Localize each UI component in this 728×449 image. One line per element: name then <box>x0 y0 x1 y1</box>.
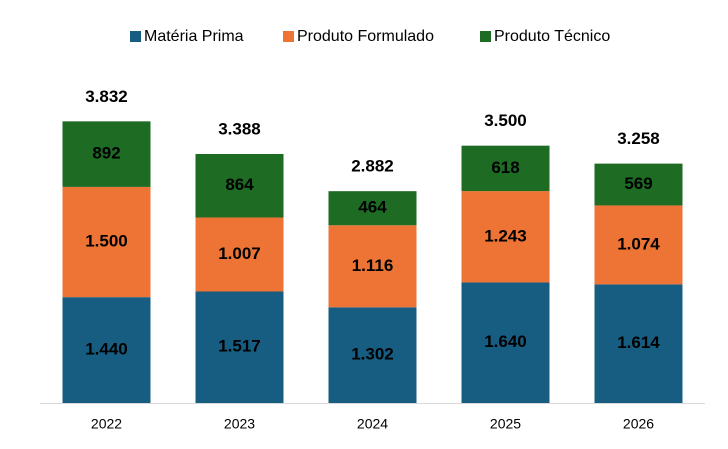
bar-segment <box>62 297 151 403</box>
total-label: 3.832 <box>85 87 128 106</box>
x-tick-label: 2026 <box>623 416 654 432</box>
value-label: 1.517 <box>218 337 261 356</box>
bar-segment <box>195 153 284 218</box>
x-tick-label: 2025 <box>490 416 521 432</box>
bar-segment <box>594 284 683 403</box>
legend-swatch <box>283 31 294 42</box>
bar-segment <box>328 191 417 226</box>
total-label: 3.258 <box>617 129 660 148</box>
bar-segment <box>461 282 550 403</box>
value-label: 1.640 <box>484 332 527 351</box>
bar-segment <box>328 307 417 403</box>
value-label: 1.074 <box>617 234 660 253</box>
x-tick-label: 2024 <box>357 416 388 432</box>
legend-swatch <box>130 31 141 42</box>
bar-segment <box>62 121 151 187</box>
x-tick-label: 2022 <box>91 416 122 432</box>
value-label: 864 <box>225 175 254 194</box>
total-label: 2.882 <box>351 157 394 176</box>
legend-label: Produto Técnico <box>494 28 610 45</box>
bar-segment <box>461 191 550 283</box>
bar-segment <box>328 225 417 308</box>
value-label: 1.500 <box>85 232 128 251</box>
value-label: 1.243 <box>484 226 527 245</box>
value-label: 892 <box>92 144 120 163</box>
value-label: 464 <box>358 198 387 217</box>
bar-segment <box>195 217 284 292</box>
legend-label: Produto Formulado <box>297 28 434 45</box>
legend-label: Matéria Prima <box>144 28 244 45</box>
value-label: 1.614 <box>617 333 660 352</box>
value-label: 1.007 <box>218 244 261 263</box>
value-label: 569 <box>624 174 652 193</box>
value-label: 1.302 <box>351 345 394 364</box>
legend-swatch <box>480 31 491 42</box>
value-label: 1.116 <box>352 256 394 275</box>
bar-segment <box>195 291 284 403</box>
x-tick-label: 2023 <box>224 416 255 432</box>
value-label: 1.440 <box>85 340 128 359</box>
total-label: 3.388 <box>218 119 261 138</box>
bar-segment <box>461 145 550 192</box>
value-label: 618 <box>491 158 519 177</box>
bar-segment <box>594 163 683 206</box>
bar-segment <box>62 186 151 298</box>
bar-segment <box>594 205 683 285</box>
total-label: 3.500 <box>484 111 527 130</box>
